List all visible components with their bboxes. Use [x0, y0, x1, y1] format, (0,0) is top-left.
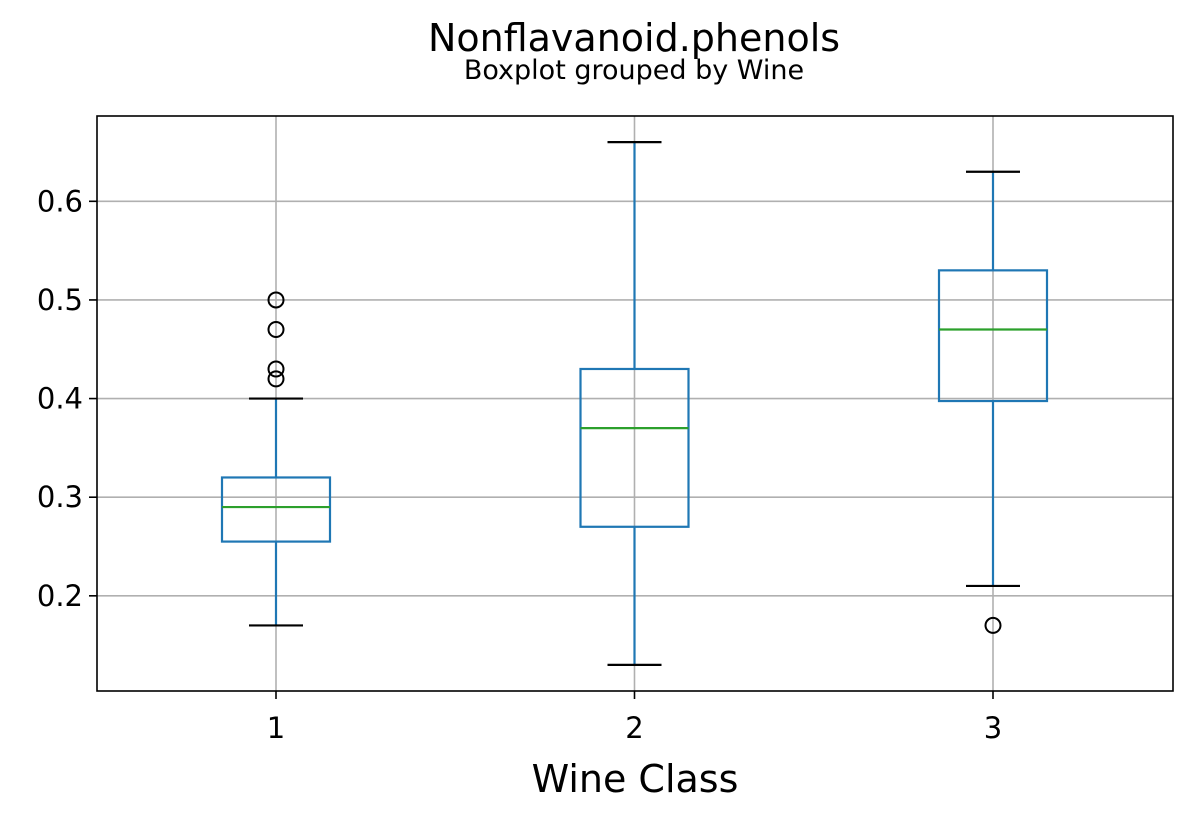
x-tick-label: 1 — [267, 711, 285, 745]
box-layer — [220, 141, 1049, 666]
outlier-point — [267, 291, 285, 309]
y-tick-label: 0.3 — [37, 480, 83, 514]
x-tick-label: 2 — [625, 711, 643, 745]
y-tick-label: 0.6 — [37, 184, 83, 218]
outlier-point — [267, 370, 285, 388]
x-axis-label: Wine Class — [532, 757, 739, 801]
outlier-point — [267, 321, 285, 339]
outlier-point — [267, 360, 285, 378]
y-tick-label: 0.4 — [37, 382, 83, 416]
outlier-point — [984, 616, 1002, 634]
chart-title: Nonflavanoid.phenols — [428, 16, 840, 60]
box-2 — [579, 367, 690, 528]
tick-layer: 0.2 0.3 0.4 0.5 0.6 1 2 3 — [37, 184, 1002, 745]
y-tick-label: 0.2 — [37, 579, 83, 613]
chart-subtitle: Boxplot grouped by Wine — [464, 55, 804, 86]
box-1 — [220, 476, 332, 543]
y-tick-label: 0.5 — [37, 283, 83, 317]
x-tick-label: 3 — [984, 711, 1002, 745]
box-3 — [937, 269, 1049, 403]
